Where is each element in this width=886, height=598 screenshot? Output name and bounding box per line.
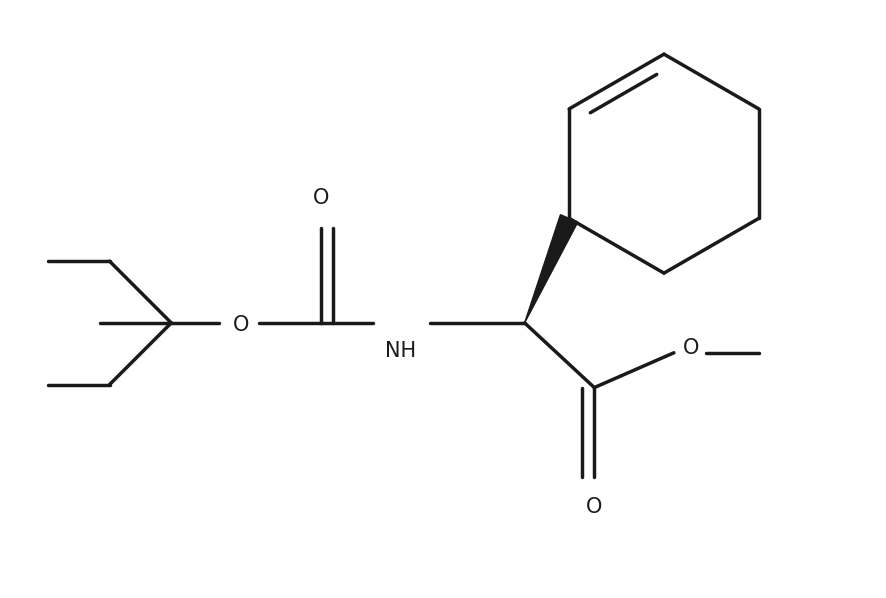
Text: O: O <box>233 315 249 335</box>
Text: O: O <box>587 497 602 517</box>
Polygon shape <box>525 215 578 323</box>
Text: O: O <box>682 338 699 358</box>
Text: O: O <box>313 188 329 209</box>
Text: NH: NH <box>385 341 416 361</box>
